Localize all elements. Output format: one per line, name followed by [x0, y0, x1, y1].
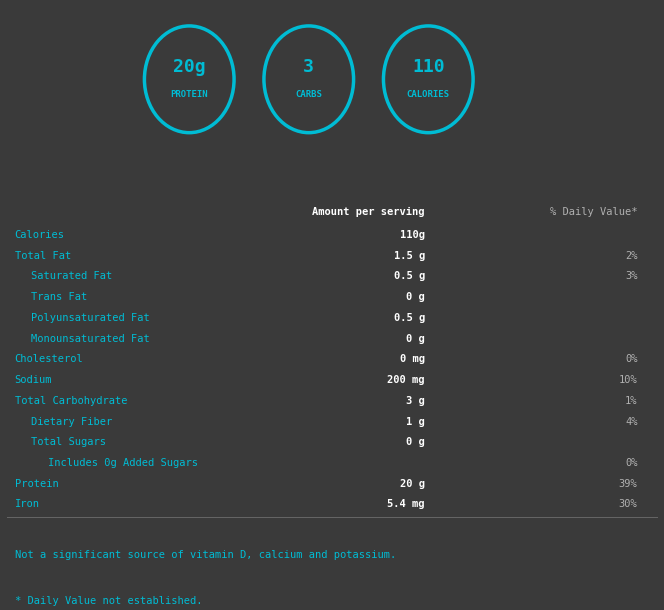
- Text: 0.5 g: 0.5 g: [394, 313, 425, 323]
- Text: CALORIES: CALORIES: [407, 90, 450, 99]
- Text: 0 g: 0 g: [406, 437, 425, 447]
- Text: Total Fat: Total Fat: [15, 251, 71, 260]
- Text: 3%: 3%: [625, 271, 637, 281]
- Text: Cholesterol: Cholesterol: [15, 354, 84, 364]
- Text: 200 mg: 200 mg: [388, 375, 425, 385]
- Text: 5.4 mg: 5.4 mg: [388, 500, 425, 509]
- Text: 20g: 20g: [173, 58, 206, 76]
- Text: 0 mg: 0 mg: [400, 354, 425, 364]
- Text: Sodium: Sodium: [15, 375, 52, 385]
- Text: Total Sugars: Total Sugars: [31, 437, 106, 447]
- Text: Trans Fat: Trans Fat: [31, 292, 88, 302]
- Text: 110g: 110g: [400, 230, 425, 240]
- Text: * Daily Value not established.: * Daily Value not established.: [15, 596, 202, 606]
- Text: 10%: 10%: [619, 375, 637, 385]
- Text: Not a significant source of vitamin D, calcium and potassium.: Not a significant source of vitamin D, c…: [15, 550, 396, 561]
- Text: Amount per serving: Amount per serving: [313, 207, 425, 217]
- Text: Calories: Calories: [15, 230, 64, 240]
- Text: % Daily Value*: % Daily Value*: [550, 207, 637, 217]
- Text: Iron: Iron: [15, 500, 40, 509]
- Text: 0.5 g: 0.5 g: [394, 271, 425, 281]
- Text: Includes 0g Added Sugars: Includes 0g Added Sugars: [48, 458, 198, 468]
- Text: CARBS: CARBS: [295, 90, 322, 99]
- Text: 1%: 1%: [625, 396, 637, 406]
- Text: 30%: 30%: [619, 500, 637, 509]
- Text: Monounsaturated Fat: Monounsaturated Fat: [31, 334, 150, 343]
- Text: PROTEIN: PROTEIN: [171, 90, 208, 99]
- Text: 1.5 g: 1.5 g: [394, 251, 425, 260]
- Text: 0 g: 0 g: [406, 292, 425, 302]
- Text: 3 g: 3 g: [406, 396, 425, 406]
- Text: 0 g: 0 g: [406, 334, 425, 343]
- Text: 110: 110: [412, 58, 445, 76]
- Text: 39%: 39%: [619, 479, 637, 489]
- Text: 4%: 4%: [625, 417, 637, 426]
- Text: 0%: 0%: [625, 354, 637, 364]
- Text: 20 g: 20 g: [400, 479, 425, 489]
- Text: 0%: 0%: [625, 458, 637, 468]
- Text: Saturated Fat: Saturated Fat: [31, 271, 112, 281]
- Text: Protein: Protein: [15, 479, 58, 489]
- Text: Total Carbohydrate: Total Carbohydrate: [15, 396, 127, 406]
- Text: Dietary Fiber: Dietary Fiber: [31, 417, 112, 426]
- Text: 3: 3: [303, 58, 314, 76]
- Text: 2%: 2%: [625, 251, 637, 260]
- Text: 1 g: 1 g: [406, 417, 425, 426]
- Text: Polyunsaturated Fat: Polyunsaturated Fat: [31, 313, 150, 323]
